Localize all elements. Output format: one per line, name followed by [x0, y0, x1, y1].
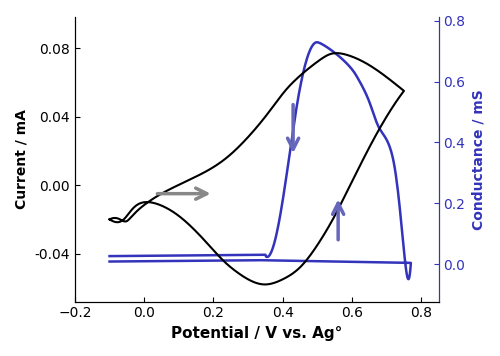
Y-axis label: Conductance / mS: Conductance / mS — [471, 89, 485, 230]
X-axis label: Potential / V vs. Ag°: Potential / V vs. Ag° — [171, 326, 342, 341]
Y-axis label: Current / mA: Current / mA — [15, 109, 29, 209]
